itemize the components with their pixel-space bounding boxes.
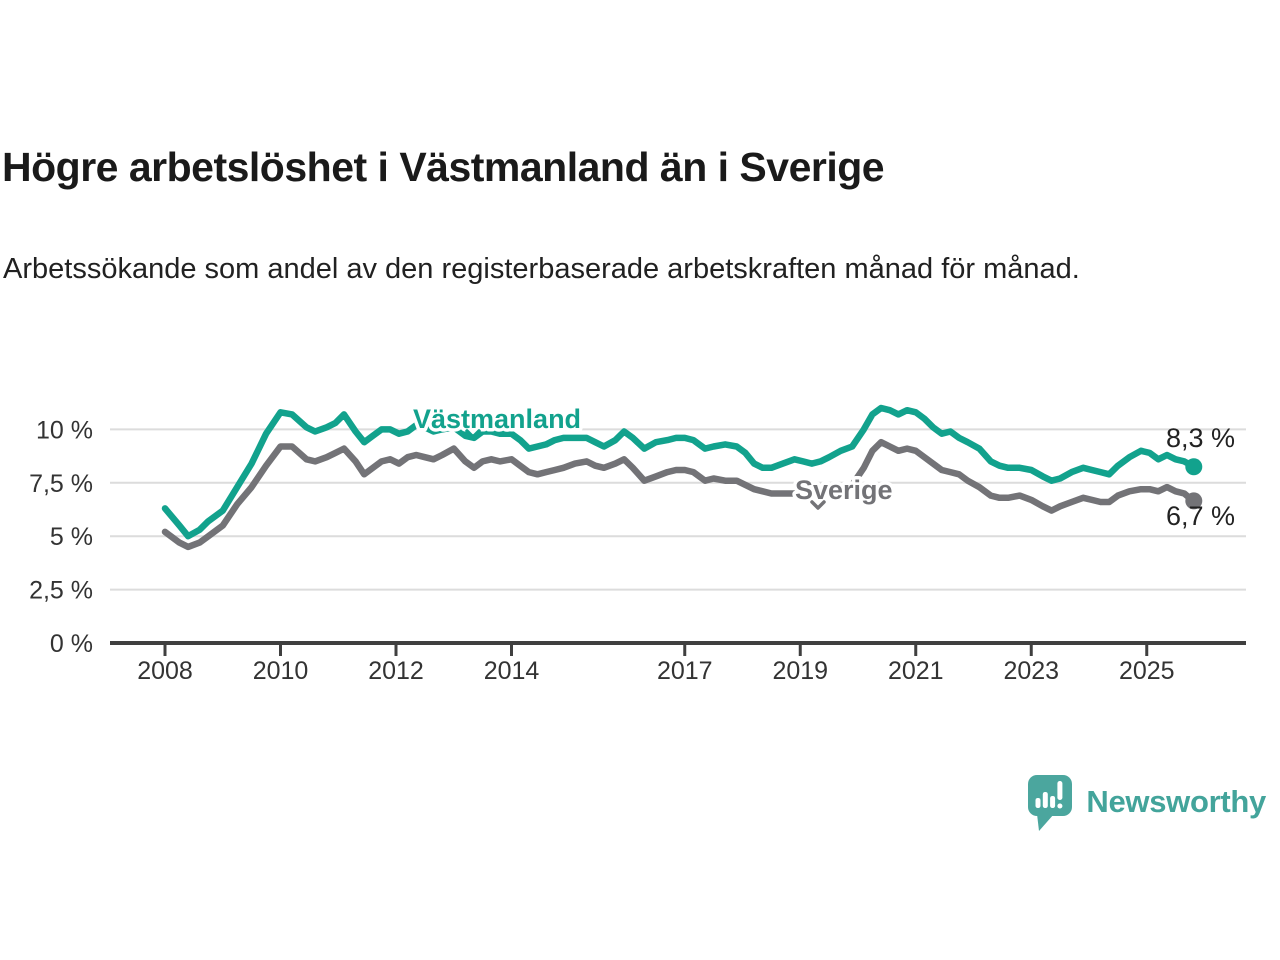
unemployment-line-chart: 2008 2010 2012 2014 2017 2019 2021 2023 2025 0 % 2… <box>29 401 1246 685</box>
y-axis-tick-label: 5 % <box>50 523 93 551</box>
y-axis-tick-label: 0 % <box>50 630 93 658</box>
series-label-vastmanland: Västmanland <box>413 404 581 434</box>
x-axis-tick-label: 2008 <box>137 657 193 685</box>
y-axis-tick-label: 2,5 % <box>29 577 93 605</box>
x-axis-tick-label: 2014 <box>484 657 540 685</box>
y-axis-tick-label: 7,5 % <box>29 470 93 498</box>
series-label-caret-vastmanland <box>465 429 481 439</box>
x-axis-tick-label: 2012 <box>368 657 424 685</box>
x-axis-tick-label: 2025 <box>1119 657 1175 685</box>
x-axis-tick-label: 2010 <box>253 657 309 685</box>
y-axis-tick-label: 10 % <box>36 416 93 444</box>
chart-title: Högre arbetslöshet i Västmanland än i Sv… <box>2 144 885 190</box>
series-line-sverige <box>161 438 1196 551</box>
x-axis-tick-label: 2023 <box>1003 657 1059 685</box>
chart-subtitle: Arbetssökande som andel av den registerb… <box>3 253 1080 285</box>
series-end-value-label-vastmanland: 8,3 % <box>1166 423 1235 453</box>
series-line-vastmanland <box>161 404 1196 540</box>
x-axis-tick-label: 2019 <box>772 657 828 685</box>
newsworthy-logo-text: Newsworthy <box>1086 784 1266 819</box>
x-axis-tick-label: 2021 <box>888 657 944 685</box>
x-axis-tick-label: 2017 <box>657 657 713 685</box>
series-end-dot-sverige <box>1185 492 1203 510</box>
newsworthy-logo: Newsworthy <box>1024 772 1266 832</box>
series-label-caret-sverige <box>810 500 826 510</box>
series-end-value-label-sverige: 6,7 % <box>1166 501 1235 531</box>
series-end-dot-vastmanland <box>1185 458 1203 476</box>
newsworthy-speech-bubble-bar-chart-icon <box>1028 775 1073 831</box>
series-label-sverige: Sverige <box>795 475 893 505</box>
